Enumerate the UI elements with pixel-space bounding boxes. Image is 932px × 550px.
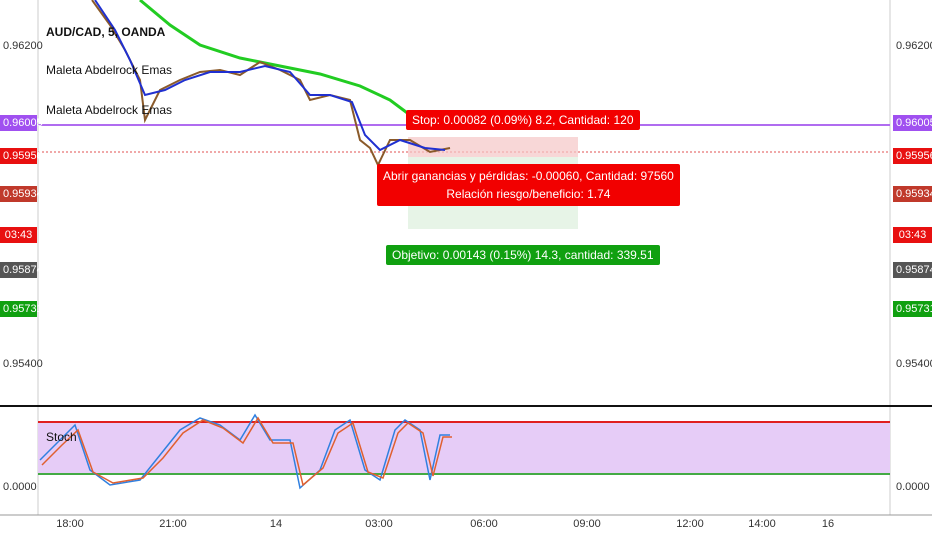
ema-line [139, 0, 441, 127]
time-label: 18:00 [56, 518, 84, 530]
stop-zone [408, 137, 578, 157]
price-label: 0.95400 [896, 358, 932, 370]
price-label: 03:43 [0, 227, 37, 243]
price-label: 0.95934 [893, 186, 932, 202]
time-label: 09:00 [573, 518, 601, 530]
price-label: 0.0000 [3, 481, 37, 493]
indicator: Maleta Abdelrock Emas [46, 103, 173, 117]
price-label: 0.95956 [0, 148, 43, 164]
price-label: 0.96200 [896, 40, 932, 52]
price-label: 0.95874 [0, 262, 43, 278]
time-label: 14:00 [748, 518, 776, 530]
price-label: 0.95874 [893, 262, 932, 278]
ratio: Relación riesgo/beneficio: 1.74 [446, 187, 611, 201]
time-label: 06:00 [470, 518, 498, 530]
time-label: 03:00 [365, 518, 393, 530]
price-label: 03:43 [893, 227, 932, 243]
price-label: 0.95400 [3, 358, 43, 370]
time-label: 16 [821, 518, 835, 530]
stoch-k [39, 413, 450, 490]
pnl-box: Abrir ganancias y pérdidas: -0.00060, Ca… [377, 164, 680, 206]
pnl: Abrir ganancias y pérdidas: -0.00060, Ca… [383, 169, 674, 183]
price-label: 0.96005 [893, 115, 932, 131]
price-label: 0.95731 [0, 301, 43, 317]
stop-box: Stop: 0.00082 (0.09%) 8.2, Cantidad: 120 [406, 110, 640, 130]
time-label: 12:00 [676, 518, 704, 530]
indicator: Maleta Abdelrock Emas [46, 63, 173, 77]
price-label: 0.96005 [0, 115, 43, 131]
symbol: AUD/CAD, 5, OANDA [46, 25, 166, 39]
price-label: 0.96200 [3, 40, 43, 52]
time-label: 14 [269, 518, 283, 530]
time-label: 21:00 [159, 518, 187, 530]
price-label: 0.0000 [896, 481, 930, 493]
target-box: Objetivo: 0.00143 (0.15%) 14.3, cantidad… [386, 245, 660, 265]
stoch-d [41, 416, 452, 487]
price-label: 0.95934 [0, 186, 43, 202]
stoch-label: Stoch [46, 430, 77, 444]
ema-fast [94, 0, 446, 152]
price-label: 0.95956 [893, 148, 932, 164]
price-label: 0.95731 [893, 301, 932, 317]
